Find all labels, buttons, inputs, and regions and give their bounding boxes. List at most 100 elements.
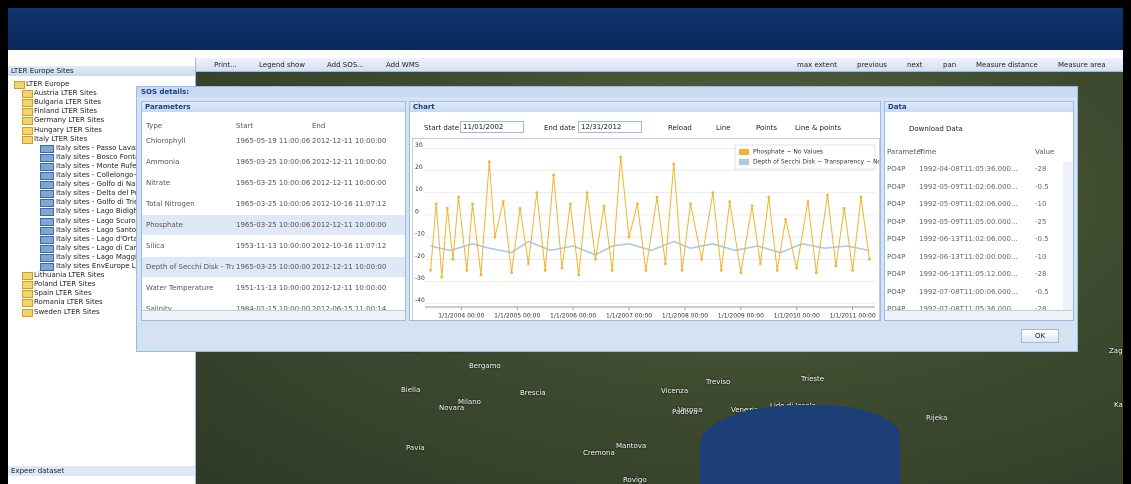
map-label[interactable]: Vicenza bbox=[661, 387, 688, 395]
map-label[interactable]: Cremona bbox=[583, 449, 615, 457]
toolbar-button[interactable]: Add SOS... bbox=[317, 60, 364, 70]
ok-button[interactable]: OK bbox=[1021, 329, 1059, 343]
cell[interactable]: 1965-03-25 10:00:06 bbox=[236, 220, 312, 230]
map-label[interactable]: Trieste bbox=[801, 375, 824, 383]
legend-label: Phosphate − No Values bbox=[753, 149, 823, 156]
tree-icon bbox=[22, 290, 33, 298]
toolbar-button[interactable]: Measure area bbox=[1048, 60, 1106, 70]
cell[interactable]: 2012-12-11 10:00:00 bbox=[312, 178, 388, 188]
cell[interactable]: 2012-12-11 10:00:00 bbox=[312, 283, 388, 293]
map-label[interactable]: Zagreb bbox=[1109, 347, 1123, 355]
data-point bbox=[681, 269, 684, 272]
x-tick-label: 1/1/2010 00:00 bbox=[774, 313, 820, 320]
map-label[interactable]: Mantova bbox=[616, 442, 646, 450]
cell[interactable]: 2012-10-16 11:07:12 bbox=[312, 199, 388, 209]
cell[interactable]: Chlorophyll bbox=[146, 136, 234, 146]
toolbar-button[interactable]: Measure distance bbox=[966, 60, 1038, 70]
cell[interactable]: 1951-11-13 10:00:00 bbox=[236, 283, 312, 293]
cell: 1992-05-09T11:05:00.000... bbox=[919, 217, 1031, 227]
cell[interactable]: Total Nitrogen bbox=[146, 199, 234, 209]
map-label[interactable]: Novara bbox=[439, 404, 464, 412]
cell[interactable]: 2012-12-11 10:00:00 bbox=[312, 220, 388, 230]
data-point bbox=[656, 196, 659, 199]
map-label[interactable]: Padova bbox=[672, 408, 697, 416]
cell[interactable]: Depth of Secchi Disk - Tra... bbox=[146, 262, 234, 272]
toolbar-button[interactable]: Add WMS bbox=[376, 60, 419, 70]
cell[interactable]: 2012-12-11 10:00:00 bbox=[312, 157, 388, 167]
data-point bbox=[561, 267, 564, 270]
cell[interactable]: Phosphate bbox=[146, 220, 234, 230]
chart-button[interactable]: Line bbox=[706, 123, 731, 133]
data-point bbox=[471, 202, 474, 205]
tree-icon bbox=[40, 199, 54, 207]
chart-panel: Chart Start date11/01/2002End date12/31/… bbox=[409, 101, 881, 321]
tree-icon bbox=[40, 254, 54, 262]
toolbar-button[interactable]: next bbox=[897, 60, 923, 70]
chart-button[interactable]: Line & points bbox=[785, 123, 841, 133]
cell[interactable]: 1965-03-25 10:00:06 bbox=[236, 157, 312, 167]
data-point bbox=[552, 174, 555, 177]
tree-icon bbox=[40, 245, 54, 253]
tree-icon bbox=[22, 127, 33, 135]
map-label[interactable]: Biella bbox=[401, 386, 420, 394]
cell[interactable]: 1953-11-13 10:00:00 bbox=[236, 241, 312, 251]
data-point bbox=[577, 273, 580, 276]
cell: -10 bbox=[1035, 199, 1065, 209]
toolbar-button[interactable]: previous bbox=[847, 60, 887, 70]
cell[interactable]: Silica bbox=[146, 241, 234, 251]
map-label[interactable]: Karlovac bbox=[1114, 401, 1123, 409]
tree-icon bbox=[40, 181, 54, 189]
data-point bbox=[807, 200, 810, 203]
data-point bbox=[636, 202, 639, 205]
data-point bbox=[711, 191, 714, 194]
date-input[interactable]: 11/01/2002 bbox=[460, 121, 524, 133]
map-label[interactable]: Brescia bbox=[520, 389, 546, 397]
cell[interactable]: Water Temperature bbox=[146, 283, 234, 293]
cell[interactable]: Ammonia bbox=[146, 157, 234, 167]
cell[interactable]: 2012-12-11 10:00:00 bbox=[312, 136, 388, 146]
data-point bbox=[767, 196, 770, 199]
cell[interactable]: 1965-03-25 10:00:00 bbox=[236, 262, 312, 272]
cell[interactable]: 2012-12-11 10:00:00 bbox=[312, 262, 388, 272]
cell: -0.5 bbox=[1035, 287, 1065, 297]
data-point bbox=[672, 162, 675, 165]
legend-swatch bbox=[739, 149, 749, 155]
map-label[interactable]: Bergamo bbox=[469, 362, 501, 370]
cell: 1992-05-09T11:02:06.000... bbox=[919, 199, 1031, 209]
cell[interactable]: 1965-03-25 10:00:06 bbox=[236, 178, 312, 188]
data-point bbox=[619, 156, 622, 159]
y-tick-label: 0 bbox=[415, 208, 419, 215]
data-point bbox=[502, 200, 505, 203]
date-input[interactable]: 12/31/2012 bbox=[578, 121, 642, 133]
map-label[interactable]: Rijeka bbox=[926, 414, 947, 422]
data-point bbox=[700, 258, 703, 261]
toolbar-button[interactable]: pan bbox=[933, 60, 956, 70]
cell[interactable]: 1965-05-19 11:00:06 bbox=[236, 136, 312, 146]
cell[interactable]: Nitrate bbox=[146, 178, 234, 188]
toolbar-button[interactable]: Legend show bbox=[249, 60, 305, 70]
panel-title: Parameters bbox=[142, 102, 405, 112]
x-tick-label: 1/1/2005 00:00 bbox=[494, 313, 540, 320]
cell: 1992-04-08T11:05:36.000... bbox=[919, 164, 1031, 174]
data-point bbox=[569, 202, 572, 205]
y-tick-label: -10 bbox=[415, 231, 425, 238]
data-point bbox=[815, 271, 818, 274]
chart: 3020100-10-20-30-401/1/2004 00:001/1/200… bbox=[412, 138, 880, 321]
x-tick-label: 1/1/2004 00:00 bbox=[438, 313, 484, 320]
cell: PO4P bbox=[887, 199, 917, 209]
chart-button[interactable]: Points bbox=[756, 123, 777, 133]
map-label[interactable]: Rovigo bbox=[623, 476, 647, 484]
toolbar-button[interactable]: max extent bbox=[787, 60, 837, 70]
map-label[interactable]: Treviso bbox=[706, 378, 730, 386]
toolbar-button[interactable]: Print... bbox=[204, 60, 237, 70]
data-point bbox=[843, 207, 846, 210]
y-tick-label: 30 bbox=[415, 142, 423, 149]
cell[interactable]: 1965-03-25 10:00:06 bbox=[236, 199, 312, 209]
data-point bbox=[611, 269, 614, 272]
map-label[interactable]: Pavia bbox=[406, 444, 425, 452]
cell: -0.5 bbox=[1035, 182, 1065, 192]
download-button[interactable]: Download Data bbox=[899, 124, 963, 134]
data-point bbox=[446, 207, 449, 210]
chart-button[interactable]: Reload bbox=[658, 123, 692, 133]
cell[interactable]: 2012-10-16 11:07:12 bbox=[312, 241, 388, 251]
